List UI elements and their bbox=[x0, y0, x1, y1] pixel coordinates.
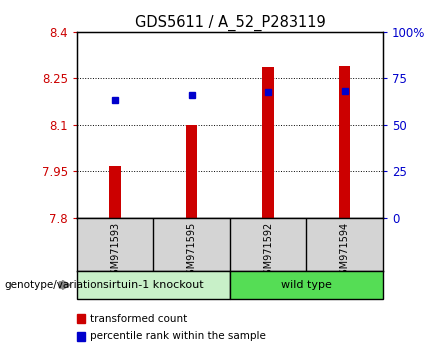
Text: sirtuin-1 knockout: sirtuin-1 knockout bbox=[103, 280, 204, 290]
Bar bbox=[77, 271, 230, 299]
Bar bbox=[339, 66, 350, 218]
Text: wild type: wild type bbox=[281, 280, 332, 290]
Text: GSM971593: GSM971593 bbox=[110, 222, 120, 281]
Text: transformed count: transformed count bbox=[90, 314, 187, 324]
Bar bbox=[186, 125, 198, 218]
Text: genotype/variation: genotype/variation bbox=[4, 280, 103, 290]
Bar bbox=[262, 68, 274, 218]
Text: GSM971592: GSM971592 bbox=[263, 222, 273, 281]
Text: GSM971594: GSM971594 bbox=[340, 222, 349, 281]
Title: GDS5611 / A_52_P283119: GDS5611 / A_52_P283119 bbox=[135, 14, 325, 30]
Bar bbox=[230, 271, 383, 299]
Text: percentile rank within the sample: percentile rank within the sample bbox=[90, 331, 266, 341]
Text: GSM971595: GSM971595 bbox=[187, 222, 197, 281]
Bar bbox=[110, 166, 121, 218]
